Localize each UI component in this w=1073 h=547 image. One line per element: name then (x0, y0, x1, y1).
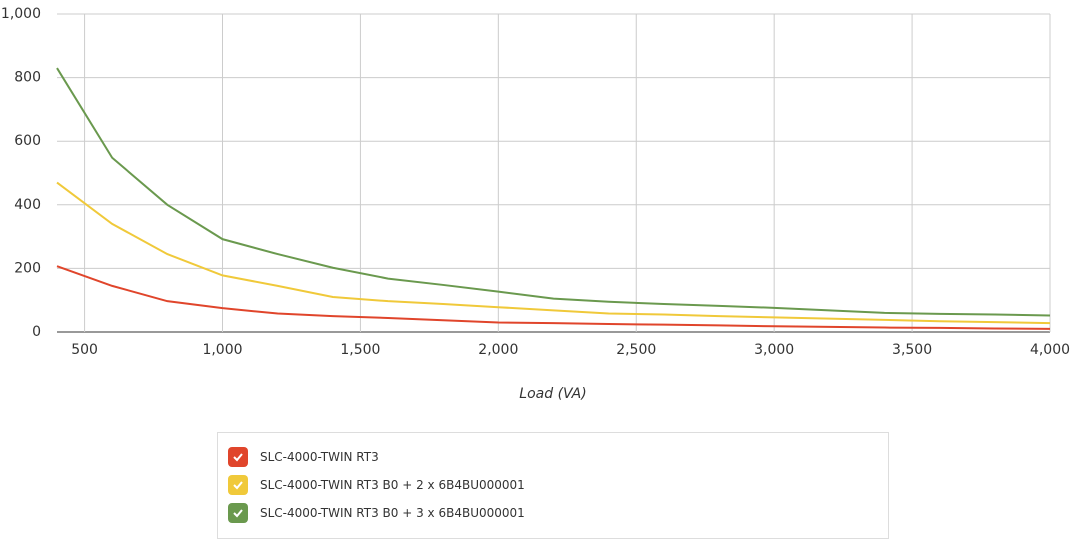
legend-item[interactable]: SLC-4000-TWIN RT3 B0 + 3 x 6B4BU000001 (218, 499, 888, 527)
x-tick-label: 2,500 (616, 342, 656, 358)
x-tick-label: 3,000 (754, 342, 794, 358)
y-tick-label: 600 (14, 133, 41, 149)
x-tick-label: 4,000 (1030, 342, 1070, 358)
x-tick-label: 1,000 (202, 342, 242, 358)
legend-checkbox[interactable] (228, 503, 248, 523)
legend-item[interactable]: SLC-4000-TWIN RT3 (218, 443, 888, 471)
series-line (56, 265, 1051, 330)
legend-label: SLC-4000-TWIN RT3 B0 + 2 x 6B4BU000001 (260, 478, 525, 492)
x-tick-label: 3,500 (892, 342, 932, 358)
legend-label: SLC-4000-TWIN RT3 (260, 450, 379, 464)
y-tick-label: 800 (14, 70, 41, 86)
x-axis-label: Load (VA) (519, 386, 586, 402)
y-tick-label: 200 (14, 260, 41, 276)
y-tick-label: 400 (14, 197, 41, 213)
x-tick-label: 500 (71, 342, 98, 358)
y-tick-label: 1,000 (1, 6, 41, 22)
check-icon (233, 509, 243, 518)
legend-label: SLC-4000-TWIN RT3 B0 + 3 x 6B4BU000001 (260, 506, 525, 520)
y-tick-label: 0 (32, 324, 41, 340)
chart: Load (VA) 0 200 400 600 800 1,000 500 1,000 1,50… (1, 6, 1070, 402)
x-tick-label: 2,000 (478, 342, 518, 358)
legend-checkbox[interactable] (228, 475, 248, 495)
legend: SLC-4000-TWIN RT3 SLC-4000-TWIN RT3 B0 + … (217, 432, 889, 539)
legend-checkbox[interactable] (228, 447, 248, 467)
legend-item[interactable]: SLC-4000-TWIN RT3 B0 + 2 x 6B4BU000001 (218, 471, 888, 499)
series-line (56, 181, 1051, 325)
series-line (56, 67, 1051, 317)
check-icon (233, 453, 243, 462)
check-icon (233, 481, 243, 490)
x-tick-label: 1,500 (340, 342, 380, 358)
